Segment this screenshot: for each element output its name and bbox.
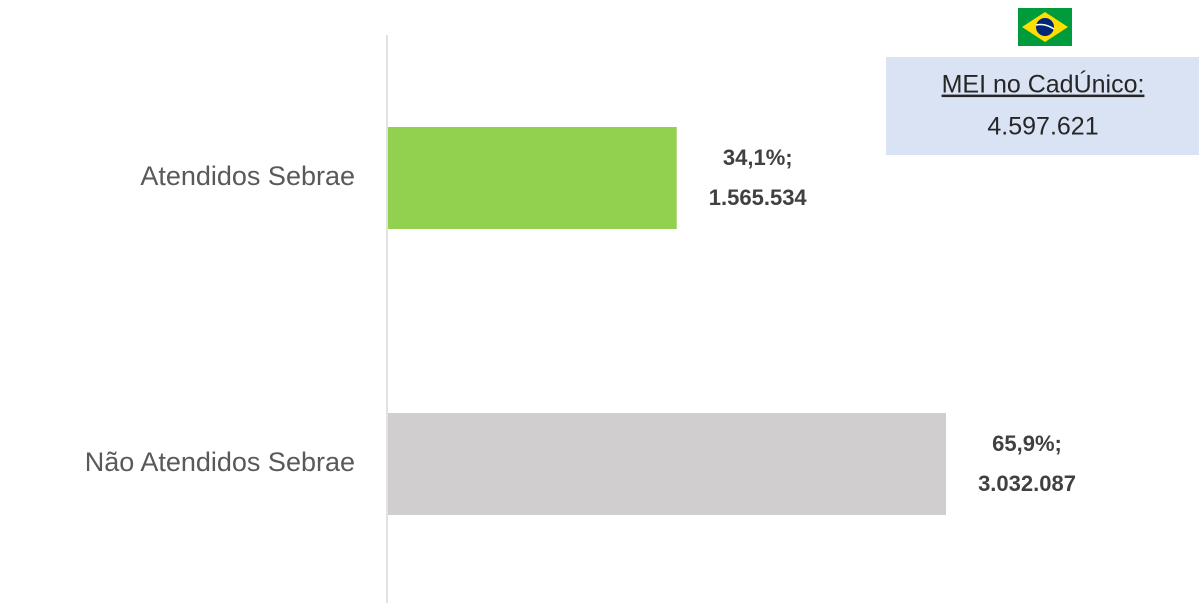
flag (1018, 8, 1072, 46)
category-label: Não Atendidos Sebrae (85, 447, 355, 477)
data-label: 1.565.534 (709, 185, 808, 210)
data-label: 3.032.087 (978, 471, 1076, 496)
annotation-box (886, 57, 1199, 155)
annotation-title: MEI no CadÚnico: (942, 70, 1145, 99)
category-label: Atendidos Sebrae (140, 161, 355, 191)
bar (388, 127, 677, 229)
data-label: 65,9%; (992, 431, 1062, 456)
data-label: 34,1%; (723, 145, 793, 170)
bar (388, 413, 946, 515)
annotation-value: 4.597.621 (987, 113, 1098, 141)
